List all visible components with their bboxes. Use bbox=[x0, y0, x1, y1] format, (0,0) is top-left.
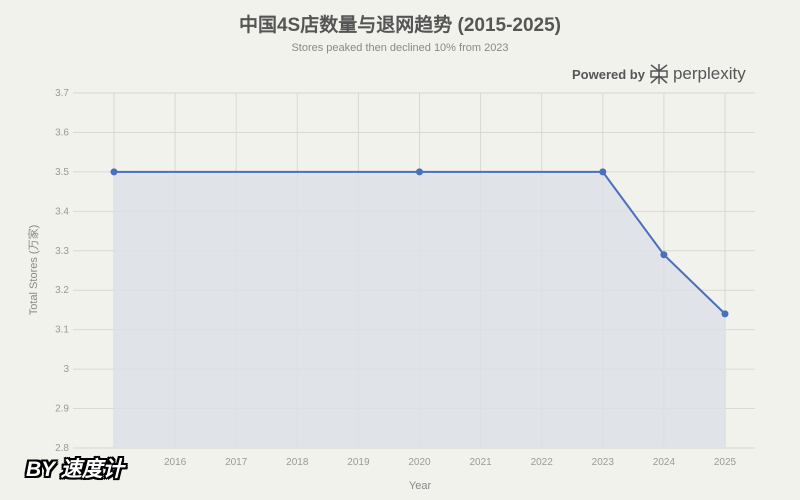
y-tick-label: 3.5 bbox=[55, 167, 69, 178]
y-axis-label: Total Stores (万家) bbox=[26, 225, 40, 315]
y-tick-label: 3 bbox=[63, 364, 69, 375]
perplexity-logo-icon bbox=[650, 64, 668, 84]
y-tick-label: 3.4 bbox=[55, 206, 69, 217]
x-tick-label: 2020 bbox=[408, 457, 431, 468]
x-tick-label: 2025 bbox=[714, 457, 737, 468]
powered-by-badge: Powered by perplexity bbox=[572, 63, 746, 85]
y-tick-label: 3.1 bbox=[55, 325, 69, 336]
y-tick-label: 3.7 bbox=[55, 88, 69, 99]
x-tick-label: 2019 bbox=[347, 457, 370, 468]
y-tick-label: 2.8 bbox=[55, 443, 69, 454]
area-fill bbox=[114, 171, 725, 448]
x-tick-label: 2021 bbox=[469, 457, 492, 468]
x-tick-label: 2022 bbox=[531, 457, 554, 468]
data-point bbox=[721, 310, 729, 318]
x-tick-label: 2018 bbox=[286, 457, 309, 468]
x-tick-label: 2024 bbox=[653, 457, 676, 468]
x-tick-label: 2016 bbox=[164, 457, 187, 468]
x-axis-label: Year bbox=[409, 480, 432, 492]
y-tick-label: 3.6 bbox=[55, 127, 69, 138]
data-point bbox=[599, 168, 607, 176]
y-tick-label: 2.9 bbox=[55, 404, 69, 415]
chart-subtitle: Stores peaked then declined 10% from 202… bbox=[291, 42, 509, 54]
data-point bbox=[660, 251, 668, 259]
x-tick-label: 2023 bbox=[592, 457, 615, 468]
powered-by-text: Powered by bbox=[572, 66, 645, 82]
data-point bbox=[110, 168, 118, 176]
y-tick-label: 3.3 bbox=[55, 246, 69, 257]
watermark: BY 速度计 bbox=[26, 458, 124, 481]
chart-title: 中国4S店数量与退网趋势 (2015-2025) bbox=[238, 15, 562, 36]
y-tick-label: 3.2 bbox=[55, 285, 69, 296]
x-tick-label: 2017 bbox=[225, 457, 248, 468]
data-point bbox=[416, 168, 423, 176]
brand-name: perplexity bbox=[672, 64, 746, 83]
